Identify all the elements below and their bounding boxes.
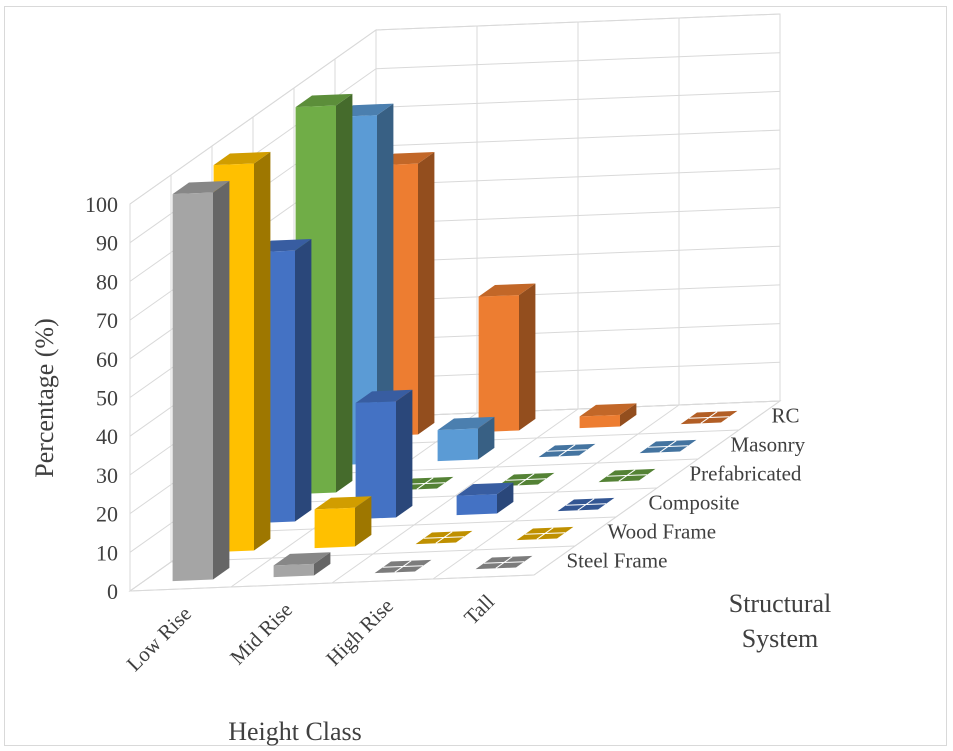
series-label: RC: [772, 404, 800, 428]
y-axis-label: Percentage (%): [30, 318, 59, 478]
bar-top: [314, 496, 372, 510]
bar-front: [172, 192, 213, 582]
bar-top: [579, 403, 637, 417]
y-tick-label: 60: [96, 347, 118, 372]
bar: [437, 416, 495, 462]
bar: [680, 410, 738, 425]
bar-front: [314, 507, 355, 549]
bar-top: [355, 389, 413, 403]
bar-front: [437, 428, 478, 462]
bar-top: [295, 93, 353, 108]
floor-gridline: [129, 574, 535, 592]
y-tick-label: 40: [96, 424, 118, 449]
bar-side: [377, 103, 394, 464]
bar-front: [579, 414, 620, 429]
bar-side: [314, 552, 331, 576]
y-tick-label: 30: [96, 463, 118, 488]
x-tick-label: Mid Rise: [225, 598, 297, 670]
series-label: Wood Frame: [608, 520, 717, 544]
y-tick-label: 70: [96, 308, 118, 333]
bars: [172, 93, 738, 582]
bar: [579, 403, 637, 429]
bar: [639, 439, 697, 454]
bar-front: [478, 295, 519, 433]
bar: [273, 552, 331, 578]
bar-top: [172, 180, 230, 195]
bar-side: [418, 152, 435, 435]
bar-side: [497, 482, 514, 514]
bar: [516, 526, 574, 541]
bar-front: [456, 494, 497, 516]
y-tick-label: 80: [96, 269, 118, 294]
x-axis-label: Height Class: [228, 717, 362, 746]
bar: [538, 443, 596, 458]
y-tick-label: 0: [107, 579, 118, 604]
series-depth-labels: Steel Frame Wood Frame Composite Prefabrica…: [567, 404, 806, 573]
bar-front: [273, 563, 314, 578]
bar: [475, 555, 533, 570]
bar-top: [437, 416, 495, 431]
bar-side: [254, 151, 271, 551]
bar-side: [620, 403, 637, 427]
series-label: Steel Frame: [567, 549, 668, 573]
floor-gridline: [170, 545, 576, 563]
bar-side: [213, 180, 230, 580]
y-tick-labels: 0 10 20 30 40 50 60 70 80 90 100: [85, 192, 118, 604]
series-label: Composite: [649, 491, 740, 515]
series-label: Masonry: [731, 433, 806, 457]
x-tick-labels: Low Rise Mid Rise High Rise Tall: [122, 589, 499, 675]
y-tick-label: 100: [85, 192, 118, 217]
bar: [598, 468, 656, 483]
bar-top: [456, 482, 514, 496]
bar-side: [295, 239, 312, 522]
bar-front: [355, 401, 396, 520]
bar-side: [478, 416, 495, 460]
y-tick-label: 10: [96, 540, 118, 565]
bar: [478, 283, 536, 433]
bar: [172, 180, 230, 582]
z-axis-label-line2: System: [742, 624, 819, 653]
floor-gridline: [252, 487, 658, 505]
bar: [314, 496, 372, 549]
bar-top: [213, 151, 271, 166]
y-tick-label: 50: [96, 386, 118, 411]
x-tick-label: Tall: [459, 589, 499, 629]
x-tick-label: High Rise: [321, 594, 398, 671]
bar-top: [478, 283, 536, 297]
x-tick-label: Low Rise: [122, 602, 196, 676]
bar-top: [273, 552, 331, 566]
bar: [355, 389, 413, 520]
bar-side: [336, 93, 353, 493]
floor-gridline: [211, 516, 617, 534]
bar: [557, 497, 615, 512]
bar-side: [355, 496, 372, 547]
series-label: Prefabricated: [690, 462, 802, 486]
y-tick-label: 90: [96, 231, 118, 256]
bar-side: [519, 283, 536, 431]
z-axis-label-line1: Structural: [729, 589, 832, 618]
bar: [374, 559, 432, 574]
bar-side: [396, 389, 413, 518]
bar: [415, 530, 473, 545]
bar: [456, 482, 514, 516]
y-tick-label: 20: [96, 502, 118, 527]
floor-gridline: [375, 400, 781, 418]
